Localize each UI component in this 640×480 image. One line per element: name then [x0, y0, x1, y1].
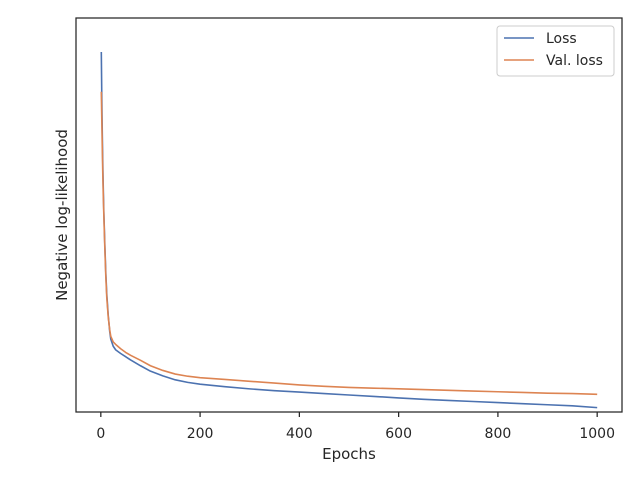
- x-tick-label: 400: [286, 426, 313, 442]
- plot-frame: [75, 17, 623, 413]
- x-axis-title: Epochs: [322, 445, 376, 463]
- series-line-val-loss: [100, 91, 598, 396]
- plot-background: [76, 18, 622, 412]
- y-axis-title: Negative log-likelihood: [53, 129, 71, 301]
- legend-label-val-loss: Val. loss: [546, 53, 603, 69]
- x-tick-label: 600: [385, 426, 412, 442]
- x-tick-label: 0: [96, 426, 105, 442]
- legend-label-loss: Loss: [546, 31, 577, 47]
- series-layer: [100, 52, 598, 409]
- x-tick-label: 800: [485, 426, 512, 442]
- legend: Loss Val. loss: [496, 25, 615, 77]
- x-tick-label: 1000: [579, 426, 615, 442]
- x-tick-label: 200: [187, 426, 214, 442]
- x-axis-ticks: 0 200 400 600 800 1000: [96, 412, 615, 442]
